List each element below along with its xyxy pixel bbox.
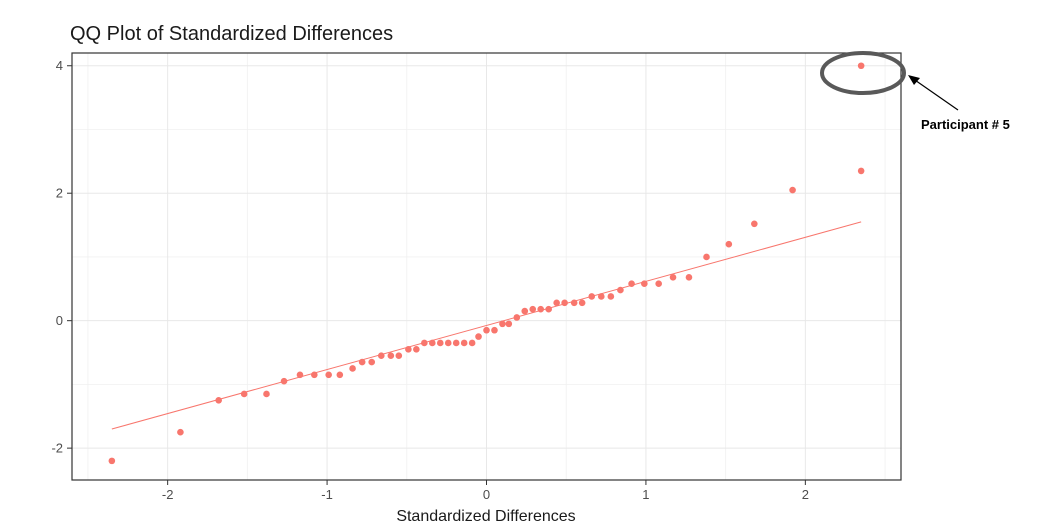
data-point — [280, 377, 288, 385]
minor-gridlines — [72, 53, 901, 480]
major-gridlines — [72, 53, 901, 480]
data-point — [578, 299, 586, 307]
y-tick-label: 2 — [56, 186, 63, 201]
reference-line — [111, 221, 862, 430]
data-point — [789, 186, 796, 194]
data-point — [857, 167, 865, 175]
y-tick-label: -2 — [51, 441, 63, 456]
data-point — [177, 428, 184, 436]
data-point — [857, 62, 865, 70]
x-tick-label: 0 — [483, 487, 490, 502]
data-point — [570, 299, 578, 307]
data-point — [725, 240, 733, 248]
data-point — [349, 365, 356, 372]
data-point — [553, 299, 560, 307]
y-axis: -2 0 2 4 — [51, 58, 72, 456]
data-point — [483, 326, 490, 334]
x-axis: -2 -1 0 1 2 — [162, 480, 809, 502]
data-point — [655, 280, 662, 288]
data-point — [475, 333, 482, 340]
data-point — [537, 305, 545, 313]
y-tick-label: 4 — [56, 58, 63, 73]
data-point — [428, 339, 436, 347]
data-point — [336, 371, 344, 379]
x-tick-label: -2 — [162, 487, 174, 502]
chart-title: QQ Plot of Standardized Differences — [70, 23, 393, 45]
data-point — [444, 339, 452, 347]
data-point — [215, 397, 222, 404]
x-tick-label: -1 — [321, 487, 333, 502]
data-point — [377, 352, 385, 360]
data-point — [545, 305, 552, 313]
x-tick-label: 2 — [802, 487, 809, 502]
annotation-label: Participant # 5 — [921, 117, 1010, 132]
data-point — [669, 274, 677, 281]
data-point — [240, 390, 248, 398]
data-point — [505, 320, 513, 328]
data-point — [460, 339, 468, 347]
data-point — [325, 371, 332, 379]
x-axis-title: Standardized Differences — [396, 508, 575, 525]
data-point — [296, 371, 304, 379]
data-point — [358, 358, 366, 366]
data-point — [436, 339, 444, 347]
data-point — [628, 280, 635, 288]
data-point — [468, 339, 476, 347]
annotation-arrow-line — [911, 77, 959, 111]
data-point — [311, 371, 318, 379]
data-point — [561, 299, 568, 307]
data-point — [108, 457, 116, 465]
data-point — [751, 220, 758, 228]
data-points — [108, 62, 865, 465]
data-point — [521, 307, 529, 315]
data-point — [368, 358, 376, 366]
data-point — [499, 320, 506, 328]
data-point — [387, 352, 395, 360]
data-point — [617, 286, 624, 294]
reference-line-group — [111, 221, 862, 430]
data-point — [421, 339, 428, 347]
data-point — [452, 339, 460, 347]
data-point — [588, 293, 596, 300]
data-point — [529, 305, 537, 313]
data-point — [513, 314, 521, 321]
data-point — [405, 346, 412, 353]
data-point — [685, 274, 693, 281]
data-point — [491, 326, 498, 334]
data-point — [597, 293, 605, 300]
data-point — [413, 346, 420, 353]
x-tick-label: 1 — [642, 487, 649, 502]
data-point — [641, 280, 648, 288]
annotation-arrow-head — [908, 75, 920, 85]
data-point — [607, 293, 615, 300]
y-tick-label: 0 — [56, 313, 63, 328]
data-point — [395, 352, 403, 360]
outlier-highlight-ellipse — [820, 51, 906, 95]
data-point — [703, 253, 710, 261]
data-point — [263, 390, 270, 398]
